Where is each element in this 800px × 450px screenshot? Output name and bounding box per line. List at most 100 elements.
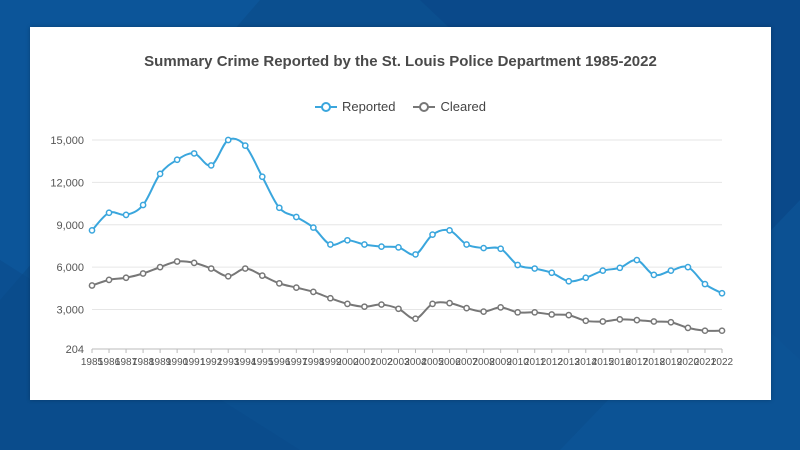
x-tick-label: 1987 (115, 357, 138, 368)
x-tick-label: 1985 (81, 357, 104, 368)
y-tick-label: 12,000 (50, 177, 84, 189)
data-point-reported (310, 224, 317, 231)
x-tick-label: 2008 (472, 357, 495, 368)
series-line-cleared (91, 260, 723, 332)
y-tick-label: 3,000 (56, 305, 84, 317)
x-tick-label: 2020 (677, 357, 700, 368)
legend-cleared-label: Cleared (440, 99, 486, 114)
legend-item-cleared[interactable]: Cleared (413, 99, 486, 114)
data-point-reported (667, 267, 675, 275)
x-tick-label: 2021 (694, 357, 717, 368)
data-point-cleared (292, 284, 300, 291)
data-point-cleared (667, 318, 675, 326)
x-tick-label: 1996 (268, 357, 291, 368)
data-point-cleared (633, 316, 641, 324)
data-point-cleared (378, 301, 385, 308)
data-point-cleared (514, 308, 522, 316)
data-point-reported (258, 173, 266, 181)
data-point-cleared (446, 299, 453, 307)
data-point-reported (224, 136, 232, 144)
x-tick-label: 2018 (643, 357, 666, 368)
x-tick-label: 1999 (319, 357, 342, 368)
legend-item-reported[interactable]: Reported (314, 99, 396, 114)
y-tick-label: 6,000 (56, 262, 84, 274)
data-point-cleared (156, 263, 164, 271)
data-point-reported (684, 263, 692, 271)
y-tick-label: 9,000 (56, 220, 84, 232)
data-point-cleared (122, 274, 130, 282)
chart-legend: Reported Cleared (30, 99, 771, 114)
data-point-reported (173, 156, 181, 164)
x-tick-label: 1994 (234, 357, 257, 368)
data-point-cleared (531, 308, 539, 316)
data-point-reported (122, 211, 130, 219)
chart-plot: 2043,0006,0009,00012,00015,0001985198619… (50, 135, 734, 368)
data-point-reported (327, 241, 334, 248)
x-tick-label: 1990 (166, 357, 189, 368)
legend-cleared-icon (413, 101, 436, 112)
data-point-reported (701, 280, 709, 288)
x-tick-label: 1991 (183, 357, 206, 368)
data-point-reported (514, 261, 522, 269)
data-point-reported (292, 213, 300, 221)
data-point-cleared (361, 303, 368, 311)
x-tick-label: 1997 (285, 357, 308, 368)
data-point-cleared (139, 270, 147, 277)
x-tick-label: 2002 (370, 357, 393, 368)
data-point-reported (378, 243, 385, 250)
data-point-cleared (565, 311, 573, 319)
x-tick-label: 2012 (541, 357, 564, 368)
data-point-cleared (497, 304, 504, 311)
data-point-reported (344, 236, 351, 244)
data-point-reported (156, 170, 164, 178)
data-point-reported (616, 264, 624, 272)
x-tick-label: 1986 (98, 357, 121, 368)
data-point-cleared (650, 318, 658, 325)
data-point-reported (480, 244, 487, 252)
data-point-cleared (718, 327, 726, 335)
data-point-cleared (395, 305, 402, 313)
data-point-cleared (275, 280, 283, 287)
x-tick-label: 2007 (455, 357, 478, 368)
chart-title: Summary Crime Reported by the St. Louis … (144, 53, 657, 70)
data-point-cleared (684, 324, 692, 332)
x-tick-label: 1989 (149, 357, 172, 368)
data-point-cleared (412, 315, 419, 323)
x-tick-label: 2022 (711, 357, 734, 368)
data-point-cleared (190, 259, 198, 267)
chart-card: Summary Crime Reported by the St. Louis … (30, 27, 771, 400)
x-tick-label: 2004 (404, 357, 427, 368)
data-point-reported (718, 289, 726, 297)
data-point-reported (139, 201, 147, 209)
data-point-cleared (241, 265, 249, 272)
x-tick-label: 1988 (132, 357, 155, 368)
x-tick-label: 2009 (490, 357, 513, 368)
data-point-reported (241, 142, 249, 150)
x-tick-label: 2006 (438, 357, 461, 368)
x-tick-label: 2003 (387, 357, 410, 368)
x-tick-label: 2019 (660, 357, 683, 368)
data-point-reported (548, 269, 556, 277)
legend-reported-label: Reported (341, 99, 396, 114)
data-point-reported (395, 244, 402, 251)
x-tick-label: 1995 (251, 357, 274, 368)
y-tick-label: 15,000 (50, 135, 84, 147)
data-point-reported (412, 251, 419, 258)
data-point-reported (105, 209, 113, 217)
data-point-reported (463, 241, 470, 248)
data-point-reported (88, 227, 96, 234)
data-point-cleared (582, 317, 590, 325)
data-point-cleared (429, 300, 436, 308)
data-point-reported (361, 241, 368, 248)
x-tick-label: 2000 (336, 357, 359, 368)
data-point-cleared (105, 276, 113, 284)
x-tick-label: 2005 (421, 357, 444, 368)
x-tick-label: 2010 (507, 357, 530, 368)
data-point-cleared (224, 272, 232, 280)
data-point-cleared (310, 288, 317, 296)
data-point-reported (207, 162, 215, 169)
x-tick-label: 2013 (558, 357, 581, 368)
data-point-cleared (616, 316, 624, 323)
data-point-reported (429, 231, 436, 238)
x-tick-label: 2016 (609, 357, 632, 368)
